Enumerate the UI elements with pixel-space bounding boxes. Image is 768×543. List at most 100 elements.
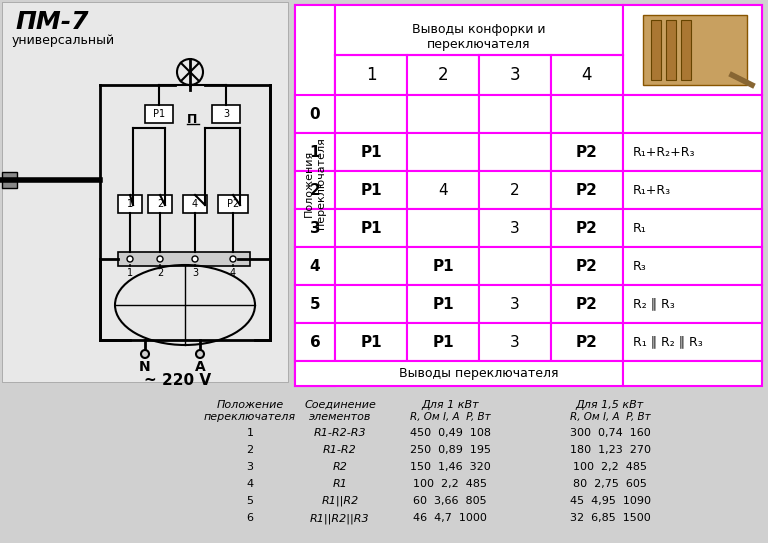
Text: Р2: Р2 — [576, 296, 598, 312]
Text: Р1: Р1 — [360, 182, 382, 198]
Text: Р2: Р2 — [576, 144, 598, 160]
Bar — [551, 171, 623, 209]
Text: Выводы конфорки и
переключателя: Выводы конфорки и переключателя — [412, 22, 546, 50]
Bar — [666, 20, 676, 80]
Bar — [651, 20, 661, 80]
Bar — [335, 133, 407, 171]
Text: переключателя: переключателя — [204, 412, 296, 422]
Bar — [407, 247, 479, 285]
Text: 45  4,95  1090: 45 4,95 1090 — [570, 496, 650, 506]
Text: Для 1,5 кВт: Для 1,5 кВт — [576, 400, 644, 410]
Bar — [623, 133, 762, 171]
Bar — [183, 195, 207, 213]
Bar — [479, 133, 551, 171]
Text: Р2: Р2 — [227, 199, 239, 209]
Bar — [407, 133, 479, 171]
Text: 180  1,23  270: 180 1,23 270 — [570, 445, 650, 455]
Text: 1: 1 — [310, 144, 320, 160]
Text: 1: 1 — [127, 199, 133, 209]
Bar — [407, 54, 479, 95]
Text: 2: 2 — [157, 199, 163, 209]
Text: ПМ-7: ПМ-7 — [15, 10, 88, 34]
Text: R2: R2 — [333, 462, 347, 472]
Bar — [551, 95, 623, 133]
Text: 5: 5 — [310, 296, 320, 312]
Text: 100  2,2  485: 100 2,2 485 — [573, 462, 647, 472]
Circle shape — [230, 256, 236, 262]
Text: Р2: Р2 — [576, 182, 598, 198]
Bar — [407, 285, 479, 323]
Text: 300  0,74  160: 300 0,74 160 — [570, 428, 650, 438]
Bar — [623, 285, 762, 323]
Bar — [335, 5, 623, 95]
Text: Для 1 кВт: Для 1 кВт — [421, 400, 478, 410]
Bar — [335, 209, 407, 247]
Bar — [551, 285, 623, 323]
Text: R1||R2: R1||R2 — [321, 496, 359, 507]
Bar — [479, 209, 551, 247]
Circle shape — [192, 256, 198, 262]
Text: 4: 4 — [310, 258, 320, 274]
Bar — [623, 5, 762, 95]
Text: Р1: Р1 — [153, 109, 165, 119]
Text: 3: 3 — [310, 220, 320, 236]
Bar — [623, 209, 762, 247]
Text: Выводы переключателя: Выводы переключателя — [399, 367, 559, 380]
Text: Соединение: Соединение — [304, 400, 376, 410]
Bar — [681, 20, 691, 80]
Text: 3: 3 — [510, 220, 520, 236]
Text: Р1: Р1 — [432, 334, 454, 350]
Text: R₁: R₁ — [633, 222, 647, 235]
Text: 60  3,66  805: 60 3,66 805 — [413, 496, 487, 506]
Text: 2: 2 — [247, 445, 253, 455]
Bar — [2, 2, 288, 382]
Bar — [479, 323, 551, 361]
Text: 2: 2 — [438, 66, 449, 84]
Bar — [295, 247, 335, 285]
Text: Р2: Р2 — [576, 334, 598, 350]
Text: 150  1,46  320: 150 1,46 320 — [409, 462, 491, 472]
Bar — [335, 171, 407, 209]
Bar — [295, 323, 335, 361]
Text: R₁+R₂+R₃: R₁+R₂+R₃ — [633, 146, 696, 159]
Text: R1||R2||R3: R1||R2||R3 — [310, 513, 370, 523]
Text: 4: 4 — [247, 479, 253, 489]
Bar — [407, 323, 479, 361]
Bar — [2, 172, 17, 188]
Text: R, Ом I, А  P, Вт: R, Ом I, А P, Вт — [570, 412, 650, 422]
Bar — [479, 247, 551, 285]
Bar — [295, 171, 335, 209]
Text: ~ 220 V: ~ 220 V — [144, 372, 211, 388]
Text: 1: 1 — [127, 268, 133, 278]
Text: 4: 4 — [192, 199, 198, 209]
Bar — [295, 5, 335, 386]
Bar — [295, 285, 335, 323]
Text: П: П — [187, 112, 197, 125]
Text: Р1: Р1 — [432, 258, 454, 274]
Text: Положения
переключателя: Положения переключателя — [304, 137, 326, 229]
Text: Р2: Р2 — [576, 258, 598, 274]
Bar — [295, 133, 335, 171]
Bar — [623, 361, 762, 386]
Text: 2: 2 — [510, 182, 520, 198]
Bar — [407, 171, 479, 209]
Text: R₁+R₃: R₁+R₃ — [633, 184, 671, 197]
Text: 4: 4 — [230, 268, 236, 278]
Circle shape — [141, 350, 149, 358]
Text: 3: 3 — [247, 462, 253, 472]
Text: A: A — [194, 360, 205, 374]
Text: 6: 6 — [247, 513, 253, 523]
Text: Р1: Р1 — [360, 334, 382, 350]
Bar — [551, 209, 623, 247]
Text: R₃: R₃ — [633, 260, 647, 273]
Text: 5: 5 — [247, 496, 253, 506]
Text: Р1: Р1 — [360, 220, 382, 236]
Circle shape — [127, 256, 133, 262]
Bar — [623, 323, 762, 361]
Text: 3: 3 — [510, 66, 520, 84]
Text: 6: 6 — [310, 334, 320, 350]
Text: Р1: Р1 — [432, 296, 454, 312]
Bar — [335, 54, 407, 95]
Text: N: N — [139, 360, 151, 374]
Text: 2: 2 — [310, 182, 320, 198]
